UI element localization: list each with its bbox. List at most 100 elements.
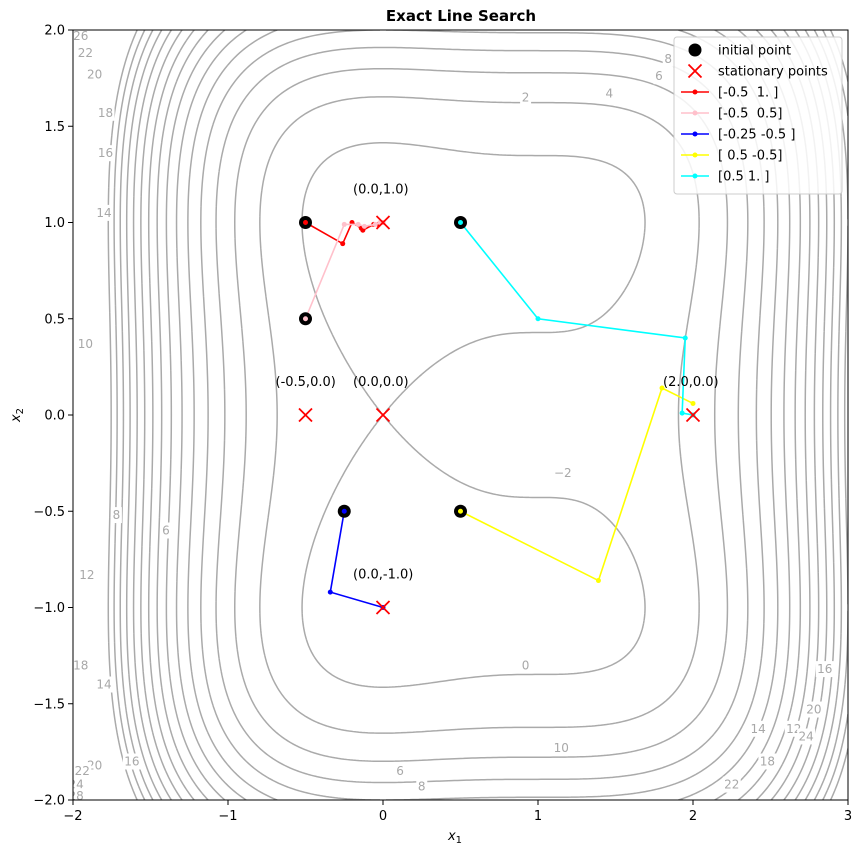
contour-label-bg (416, 778, 428, 795)
stationary-point-stroke (375, 600, 391, 615)
x-axis-label-main: x (447, 829, 456, 844)
series-line (329, 511, 384, 609)
legend-marker (692, 131, 698, 137)
contour-label-bg (603, 85, 615, 102)
contour-label: 0 (522, 658, 530, 672)
series-point (360, 227, 366, 233)
point-annotation: (2.0,0.0) (663, 375, 719, 390)
contour-line (215, 46, 749, 784)
y-axis-label-main: x (9, 414, 24, 423)
y-axis-label: x2 (9, 408, 26, 423)
contour-label-bg (73, 30, 90, 44)
series-point (372, 221, 378, 227)
legend-label: [0.5 1. ] (718, 170, 770, 185)
legend-marker (692, 110, 698, 116)
stationary-point-stroke (298, 407, 313, 423)
contour-label-bg (77, 566, 96, 583)
contour-label-bg (76, 45, 95, 62)
point-annotation: (-0.5,0.0) (276, 375, 336, 390)
contour-label: 18 (98, 106, 113, 120)
series-point (361, 223, 367, 229)
contour-label: 10 (78, 337, 93, 351)
x-tick-label: 1 (534, 809, 542, 824)
legend-marker (692, 173, 698, 179)
contour-label: 24 (68, 778, 83, 792)
contour-line (140, 30, 828, 800)
x-tick-label: 0 (379, 809, 387, 824)
contour-label-bg (85, 66, 104, 83)
contour-label: 24 (799, 729, 814, 743)
x-tick-label: −2 (63, 809, 82, 824)
contour-label-bg (96, 104, 115, 121)
contour-lines (107, 30, 848, 800)
contour-label-bg (758, 753, 777, 770)
legend-label: [-0.25 -0.5 ] (718, 128, 795, 143)
contour-label-bg (662, 50, 674, 67)
series-point (535, 316, 541, 322)
stationary-point (375, 600, 391, 615)
contour-label-bg (122, 753, 141, 770)
contour-label-bg (394, 763, 406, 780)
contour-line (301, 142, 646, 688)
contour-label-bg (815, 661, 834, 678)
contour-label: 6 (396, 764, 404, 778)
contour-line (234, 67, 729, 763)
x-axis-label-sub: 1 (456, 835, 462, 846)
series-point (341, 221, 347, 227)
x-tick-label: 3 (844, 809, 852, 824)
y-tick-label: 2.0 (44, 24, 65, 39)
legend: initial point stationary points [-0.5 1. ]… (673, 36, 843, 195)
y-tick-label: 0.0 (44, 409, 65, 424)
y-axis-label-sub: 2 (15, 408, 26, 414)
x-axis-label: x1 (447, 829, 462, 846)
legend-marker-stationary (687, 63, 703, 79)
contour-label: 6 (655, 69, 663, 83)
stationary-point-stroke (375, 215, 391, 230)
contour-label-bg (520, 657, 532, 674)
contour-label: 22 (75, 764, 90, 778)
point-annotation: (0.0,-1.0) (353, 568, 413, 583)
contour-label-bg (95, 676, 113, 693)
stationary-point (375, 407, 391, 423)
contour-label: 20 (87, 67, 102, 81)
contour-label-bg (520, 89, 532, 106)
legend-label: [ 0.5 -0.5] (718, 149, 782, 164)
contour-labels: 02 468101214161820222468−2108612141618181… (68, 29, 834, 803)
contour-label-bg (160, 522, 172, 539)
contour-label: 18 (760, 755, 775, 769)
series-point (340, 241, 346, 247)
contour-label: 10 (554, 741, 569, 755)
contour-label: 26 (73, 29, 88, 43)
contour-line (147, 30, 820, 800)
annotations: (0.0,1.0) (-0.5,0.0) (0.0,0.0) (2.0,0.0) (0.… (276, 183, 719, 583)
contour-label: 8 (113, 508, 121, 522)
contour-label-bg (804, 701, 823, 718)
contour-label: 28 (68, 789, 83, 803)
series-point (355, 221, 361, 227)
contour-label: 2 (522, 90, 530, 104)
contour-label-bg (73, 788, 86, 800)
points-layer (298, 215, 701, 615)
y-tick-label: 1.0 (44, 216, 65, 231)
contour-label-bg (110, 507, 122, 524)
x-tick-label: −1 (218, 809, 237, 824)
legend-label: [-0.5 0.5] (718, 107, 782, 122)
series-start-point (458, 508, 463, 514)
stationary-point (375, 215, 391, 230)
legend-label: stationary points (718, 65, 828, 80)
series-start-point (458, 220, 463, 225)
legend-box (673, 36, 843, 195)
contour-label: 22 (724, 778, 739, 792)
contour-label-bg (96, 145, 115, 162)
stationary-point (298, 407, 313, 423)
contour-label-bg (797, 728, 816, 745)
y-tick-label: 1.5 (44, 120, 65, 135)
contour-label: 12 (79, 568, 94, 582)
contour-label-bg (653, 68, 665, 85)
series-point (327, 589, 333, 595)
contour-label-bg (722, 776, 741, 793)
y-tick-label: −1.0 (33, 601, 65, 616)
series-line (304, 221, 383, 320)
y-tick-label: −0.5 (33, 505, 65, 520)
